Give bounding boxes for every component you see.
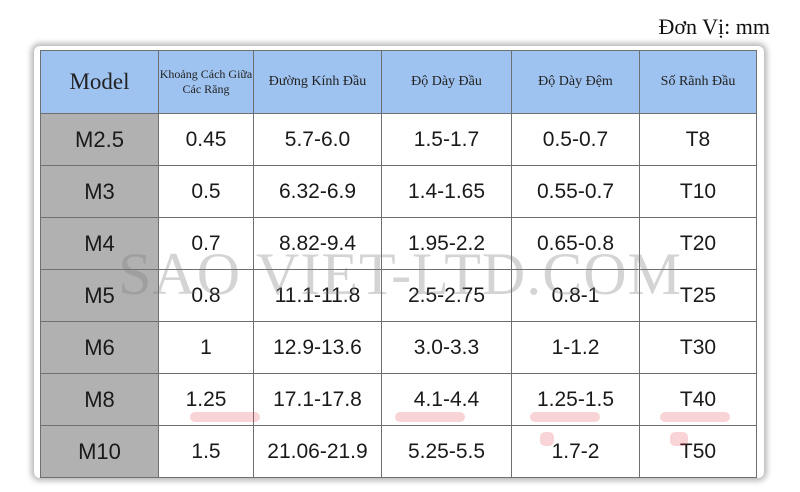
cell-thread-pitch: 1.5 xyxy=(158,425,254,478)
table-row: M8 1.25 17.1-17.8 4.1-4.4 1.25-1.5 T40 xyxy=(40,373,757,426)
cell-thread-pitch: 0.7 xyxy=(158,217,254,270)
cell-drive-size: T50 xyxy=(639,425,757,478)
table-row: M6 1 12.9-13.6 3.0-3.3 1-1.2 T30 xyxy=(40,321,757,374)
cell-head-thickness: 4.1-4.4 xyxy=(381,373,512,426)
cell-head-diameter: 12.9-13.6 xyxy=(253,321,382,374)
cell-thread-pitch: 0.8 xyxy=(158,269,254,322)
cell-head-diameter: 17.1-17.8 xyxy=(253,373,382,426)
header-thread-pitch: Khoảng Cách Giữa Các Răng xyxy=(158,50,254,114)
header-head-thickness: Độ Dày Đầu xyxy=(381,50,512,114)
cell-model: M8 xyxy=(40,373,159,426)
cell-model: M4 xyxy=(40,217,159,270)
cell-head-thickness: 5.25-5.5 xyxy=(381,425,512,478)
cell-drive-size: T40 xyxy=(639,373,757,426)
cell-head-thickness: 3.0-3.3 xyxy=(381,321,512,374)
cell-head-diameter: 8.82-9.4 xyxy=(253,217,382,270)
table-header-row: Model Khoảng Cách Giữa Các Răng Đường Kí… xyxy=(40,50,757,114)
cell-drive-size: T30 xyxy=(639,321,757,374)
cell-thread-pitch: 0.5 xyxy=(158,165,254,218)
table-row: M3 0.5 6.32-6.9 1.4-1.65 0.55-0.7 T10 xyxy=(40,165,757,218)
cell-model: M6 xyxy=(40,321,159,374)
cell-head-thickness: 2.5-2.75 xyxy=(381,269,512,322)
header-drive-size: Số Rãnh Đầu xyxy=(639,50,757,114)
spec-table-frame: Model Khoảng Cách Giữa Các Răng Đường Kí… xyxy=(34,46,764,478)
cell-thread-pitch: 0.45 xyxy=(158,113,254,166)
header-model: Model xyxy=(40,50,159,114)
cell-model: M2.5 xyxy=(40,113,159,166)
cell-washer-thickness: 1-1.2 xyxy=(511,321,640,374)
cell-thread-pitch: 1.25 xyxy=(158,373,254,426)
cell-drive-size: T20 xyxy=(639,217,757,270)
cell-drive-size: T25 xyxy=(639,269,757,322)
cell-head-thickness: 1.95-2.2 xyxy=(381,217,512,270)
cell-washer-thickness: 1.25-1.5 xyxy=(511,373,640,426)
cell-head-thickness: 1.5-1.7 xyxy=(381,113,512,166)
cell-washer-thickness: 1.7-2 xyxy=(511,425,640,478)
cell-head-thickness: 1.4-1.65 xyxy=(381,165,512,218)
table-row: M2.5 0.45 5.7-6.0 1.5-1.7 0.5-0.7 T8 xyxy=(40,113,757,166)
table-row: M4 0.7 8.82-9.4 1.95-2.2 0.65-0.8 T20 xyxy=(40,217,757,270)
unit-label: Đơn Vị: mm xyxy=(658,14,770,39)
header-washer-thickness: Độ Dày Đệm xyxy=(511,50,640,114)
cell-washer-thickness: 0.8-1 xyxy=(511,269,640,322)
cell-head-diameter: 11.1-11.8 xyxy=(253,269,382,322)
cell-washer-thickness: 0.55-0.7 xyxy=(511,165,640,218)
table-row: M5 0.8 11.1-11.8 2.5-2.75 0.8-1 T25 xyxy=(40,269,757,322)
cell-washer-thickness: 0.5-0.7 xyxy=(511,113,640,166)
cell-thread-pitch: 1 xyxy=(158,321,254,374)
cell-head-diameter: 6.32-6.9 xyxy=(253,165,382,218)
cell-model: M10 xyxy=(40,425,159,478)
cell-head-diameter: 21.06-21.9 xyxy=(253,425,382,478)
cell-washer-thickness: 0.65-0.8 xyxy=(511,217,640,270)
cell-model: M3 xyxy=(40,165,159,218)
cell-drive-size: T8 xyxy=(639,113,757,166)
header-head-diameter: Đường Kính Đầu xyxy=(253,50,382,114)
spec-table: Model Khoảng Cách Giữa Các Răng Đường Kí… xyxy=(40,50,757,478)
table-row: M10 1.5 21.06-21.9 5.25-5.5 1.7-2 T50 xyxy=(40,425,757,478)
cell-model: M5 xyxy=(40,269,159,322)
cell-head-diameter: 5.7-6.0 xyxy=(253,113,382,166)
cell-drive-size: T10 xyxy=(639,165,757,218)
